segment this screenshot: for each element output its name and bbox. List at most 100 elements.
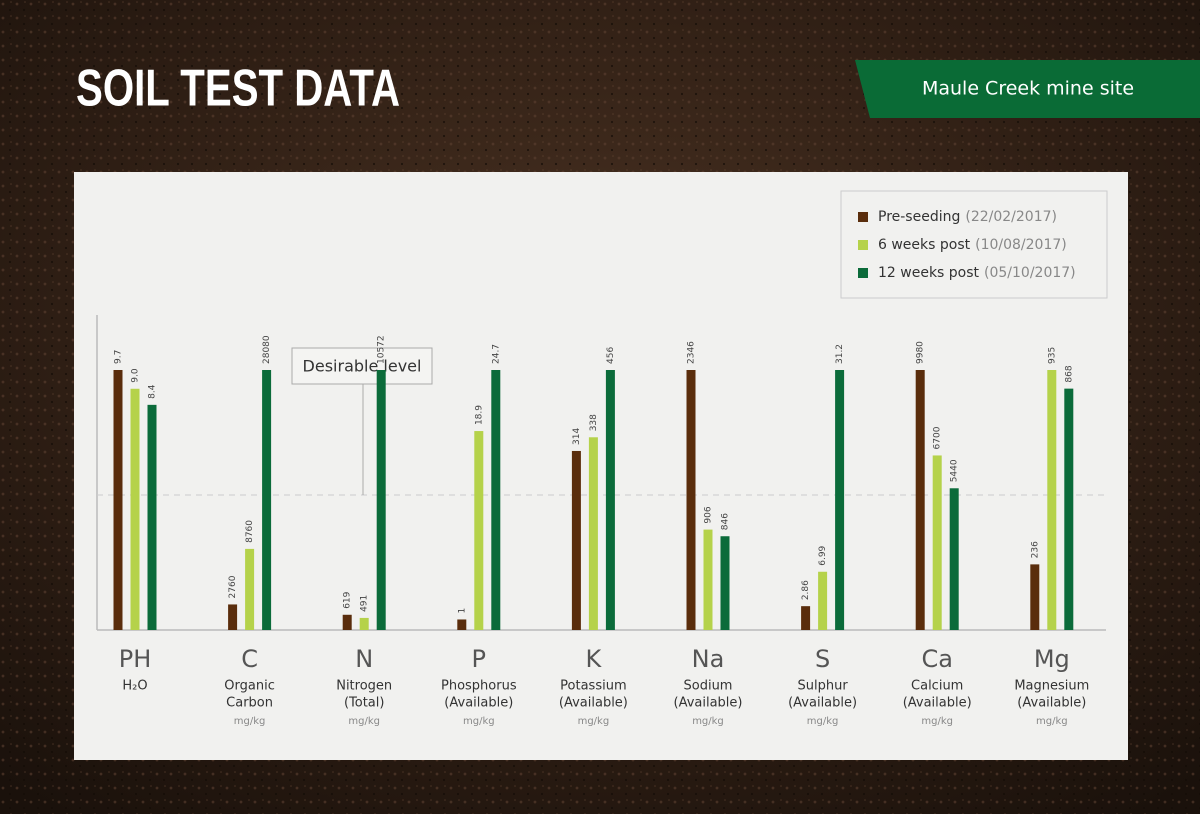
legend-swatch	[858, 240, 868, 250]
category-symbol: N	[355, 645, 373, 673]
legend-entry: Pre-seeding (22/02/2017)	[878, 209, 1057, 225]
bar	[686, 370, 696, 630]
value-label: 619	[343, 591, 353, 608]
bar	[703, 529, 713, 630]
bar	[474, 431, 484, 630]
category-unit: mg/kg	[234, 716, 266, 727]
bar	[1030, 564, 1040, 630]
value-label: 18.9	[474, 405, 484, 425]
bar	[262, 370, 272, 630]
category-name: Sodium	[684, 679, 733, 694]
value-label: 2.86	[801, 580, 811, 600]
category-name: Nitrogen	[336, 679, 392, 694]
category-symbol: P	[472, 645, 486, 673]
value-label: 314	[572, 428, 582, 445]
category-name: Organic	[224, 679, 275, 694]
value-label: 2346	[687, 341, 697, 364]
category-name: (Total)	[344, 696, 385, 711]
category-name: Potassium	[560, 679, 626, 694]
bar	[1064, 388, 1074, 630]
category-symbol: Ca	[921, 645, 952, 673]
value-label: 6.99	[818, 545, 828, 565]
title: SOIL TEST DATA	[76, 60, 400, 118]
category-name: (Available)	[788, 696, 857, 711]
bar	[342, 614, 352, 630]
category-name: Sulphur	[798, 679, 849, 694]
value-label: 236	[1030, 541, 1040, 558]
bar	[720, 536, 730, 630]
value-label: 846	[721, 513, 731, 530]
value-label: 24.7	[491, 344, 501, 364]
category-symbol: Na	[692, 645, 725, 673]
legend	[840, 190, 1108, 299]
annotation: Desirable level	[303, 357, 422, 376]
category-name: (Available)	[674, 696, 743, 711]
value-label: 906	[704, 506, 714, 523]
value-label: 456	[606, 347, 616, 364]
legend-date: (10/08/2017)	[975, 237, 1067, 253]
category-unit: mg/kg	[578, 716, 610, 727]
category-unit: mg/kg	[692, 716, 724, 727]
category-name: Magnesium	[1014, 679, 1089, 694]
value-label: 9.7	[114, 350, 124, 364]
bar	[949, 488, 959, 630]
legend-swatch	[858, 212, 868, 222]
subtitle-banner	[855, 60, 1200, 118]
bar	[605, 370, 615, 630]
bar	[588, 437, 598, 630]
bar	[915, 370, 925, 630]
category-symbol: S	[815, 645, 830, 673]
bar	[801, 606, 811, 630]
bar	[835, 370, 845, 630]
value-label: 9.0	[131, 368, 141, 383]
bar	[571, 450, 581, 630]
subtitle: Maule Creek mine site	[922, 78, 1134, 100]
bar	[818, 571, 828, 630]
legend-name: Pre-seeding	[878, 209, 960, 225]
category-name: (Available)	[1017, 696, 1086, 711]
category-symbol: K	[586, 645, 603, 673]
bar	[245, 548, 255, 630]
value-label: 338	[589, 414, 599, 431]
value-label: 10572	[377, 335, 387, 364]
legend-swatch	[858, 268, 868, 278]
category-symbol: PH	[119, 645, 152, 673]
bar	[1047, 370, 1057, 630]
category-unit: mg/kg	[348, 716, 380, 727]
legend-date: (22/02/2017)	[965, 209, 1057, 225]
category-symbol: Mg	[1034, 645, 1070, 673]
legend-entry: 12 weeks post (05/10/2017)	[878, 265, 1076, 281]
category-unit: mg/kg	[807, 716, 839, 727]
value-label: 1	[457, 608, 467, 614]
legend-name: 6 weeks post	[878, 237, 971, 253]
category-symbol: C	[241, 645, 258, 673]
category-unit: mg/kg	[1036, 716, 1068, 727]
category-name: (Available)	[903, 696, 972, 711]
category-name: (Available)	[444, 696, 513, 711]
value-label: 5440	[950, 459, 960, 482]
category-unit: mg/kg	[463, 716, 495, 727]
bar	[457, 619, 467, 630]
bar	[147, 404, 157, 630]
category-name: Phosphorus	[441, 679, 517, 694]
category-name: Carbon	[226, 696, 273, 711]
value-label: 8.4	[148, 384, 158, 399]
value-label: 935	[1047, 347, 1057, 364]
bar	[130, 388, 140, 630]
value-label: 31.2	[835, 344, 845, 364]
legend-entry: 6 weeks post (10/08/2017)	[878, 237, 1067, 253]
value-label: 6700	[933, 426, 943, 449]
value-label: 2760	[228, 575, 238, 598]
category-name: Calcium	[911, 679, 963, 694]
annotation-box	[291, 347, 433, 385]
value-label: 868	[1064, 365, 1074, 382]
bar	[491, 370, 501, 630]
category-unit: mg/kg	[921, 716, 953, 727]
legend-name: 12 weeks post	[878, 265, 980, 281]
bar	[113, 370, 123, 630]
value-label: 9980	[916, 341, 926, 364]
value-label: 8760	[245, 520, 255, 543]
bar	[228, 604, 238, 630]
bar	[359, 617, 369, 630]
